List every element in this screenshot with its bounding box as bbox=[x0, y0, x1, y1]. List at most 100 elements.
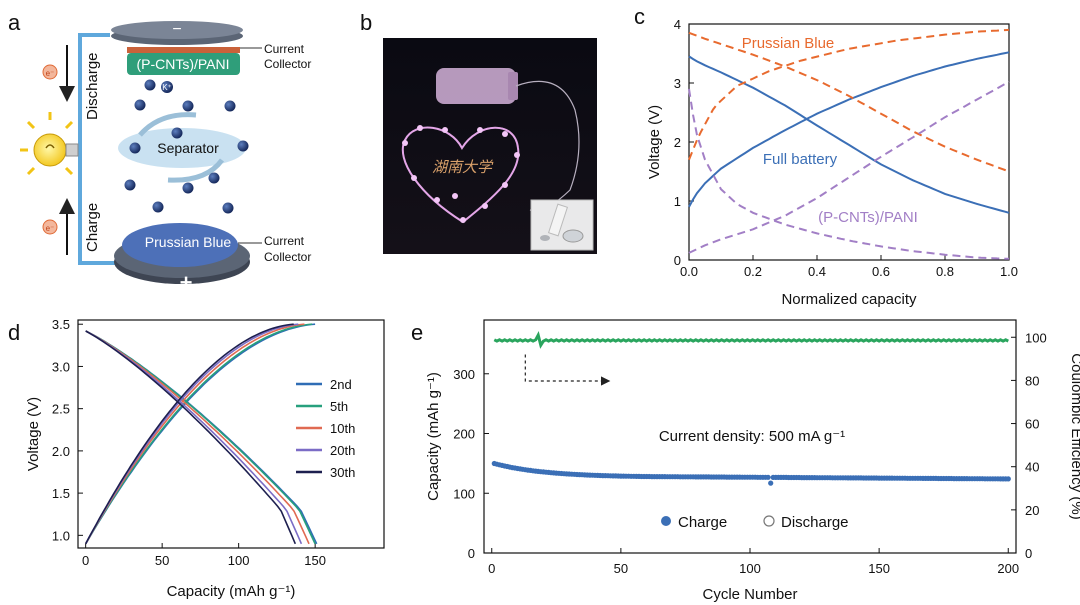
prussian-blue-electrode bbox=[122, 223, 238, 267]
y-tick-label: 100 bbox=[453, 486, 475, 501]
y2-tick-label: 0 bbox=[1025, 546, 1032, 561]
ce-line bbox=[493, 330, 1009, 349]
x-axis-label: Capacity (mAh g⁻¹) bbox=[167, 583, 296, 600]
y-tick-label: 1 bbox=[674, 194, 681, 209]
y-axis-label: Voltage (V) bbox=[646, 105, 663, 179]
series-label: Full battery bbox=[763, 151, 838, 168]
legend-label: 5th bbox=[330, 399, 348, 414]
x-tick-label: 0.6 bbox=[872, 264, 890, 279]
x-tick-label: 100 bbox=[228, 553, 250, 568]
charge-point bbox=[1005, 476, 1011, 482]
y-tick-label: 3 bbox=[674, 76, 681, 91]
x-axis-label: Normalized capacity bbox=[781, 291, 917, 308]
electron-icon: e⁻ bbox=[42, 219, 58, 235]
y2-tick-label: 80 bbox=[1025, 373, 1039, 388]
panel-c-label: c bbox=[634, 4, 645, 29]
series-line bbox=[688, 51, 1010, 208]
light-bulb-icon bbox=[20, 112, 79, 176]
charge-label: Charge bbox=[84, 203, 101, 252]
x-tick-label: 200 bbox=[997, 561, 1019, 576]
panel-d: d 0 50 100 150 1.0 1.5 2.0 2.5 3.0 3.5 Capacity (m… bbox=[8, 317, 385, 600]
k-ions bbox=[124, 79, 249, 214]
panel-e: e 0 50 100 150 200 0 100 200 300 0 20 40 60 80 100 Cycl… bbox=[411, 319, 1080, 603]
chart-d: 0 50 100 150 1.0 1.5 2.0 2.5 3.0 3.5 Capacity (mAh… bbox=[25, 317, 385, 600]
current-collector-label-top: Current bbox=[264, 42, 305, 56]
y-tick-label: 2 bbox=[674, 135, 681, 150]
x-tick-label: 150 bbox=[304, 553, 326, 568]
svg-text:e⁻: e⁻ bbox=[46, 69, 55, 78]
minus-sign: − bbox=[172, 21, 181, 38]
legend-charge-marker bbox=[661, 516, 671, 526]
prussian-blue-label: Prussian Blue bbox=[145, 234, 232, 250]
panel-b: b 湖南大学 bbox=[360, 10, 597, 254]
panel-a-label: a bbox=[8, 10, 21, 35]
chart-c: 0.0 0.2 0.4 0.6 0.8 1.0 0 1 2 3 4 Normalized capaci… bbox=[646, 17, 1018, 308]
led-heart bbox=[401, 126, 520, 224]
charge-curve bbox=[84, 323, 294, 545]
panel-d-label: d bbox=[8, 320, 20, 345]
legend-label: 2nd bbox=[330, 377, 352, 392]
x-tick-label: 0.2 bbox=[744, 264, 762, 279]
x-tick-label: 50 bbox=[155, 553, 169, 568]
y2-axis-label: Coulombic Efficiency (%) bbox=[1068, 353, 1080, 519]
current-collector-label-bottom: Collector bbox=[264, 250, 311, 264]
panel-e-label: e bbox=[411, 320, 423, 345]
y-tick-label: 1.0 bbox=[52, 528, 70, 543]
discharge-curve bbox=[85, 330, 297, 545]
current-collector-label-top: Collector bbox=[264, 57, 311, 71]
svg-text:e⁻: e⁻ bbox=[46, 224, 55, 233]
charge-curve bbox=[84, 323, 299, 545]
discharge-label: Discharge bbox=[84, 52, 101, 120]
k-ion-label: K⁺ bbox=[162, 83, 172, 92]
pani-electrode bbox=[127, 53, 240, 75]
current-density-label: Current density: 500 mA g⁻¹ bbox=[659, 428, 845, 445]
separator bbox=[118, 128, 246, 168]
legend-label: 30th bbox=[330, 465, 355, 480]
y-tick-label: 1.5 bbox=[52, 486, 70, 501]
y2-tick-label: 20 bbox=[1025, 503, 1039, 518]
panel-b-label: b bbox=[360, 10, 372, 35]
series-line bbox=[688, 28, 1010, 161]
panel-a: a e⁻ e⁻ Discharge Charge bbox=[8, 10, 311, 295]
y-tick-label: 3.5 bbox=[52, 317, 70, 332]
y2-tick-label: 40 bbox=[1025, 460, 1039, 475]
separator-label: Separator bbox=[157, 140, 219, 156]
x-tick-label: 150 bbox=[868, 561, 890, 576]
y-tick-label: 2.5 bbox=[52, 402, 70, 417]
legend-label: 20th bbox=[330, 443, 355, 458]
x-tick-label: 1.0 bbox=[1000, 264, 1018, 279]
y-axis-label: Voltage (V) bbox=[25, 397, 42, 471]
discharge-curve bbox=[85, 330, 303, 545]
charge-point bbox=[765, 474, 771, 480]
x-tick-label: 100 bbox=[739, 561, 761, 576]
pani-label: (P-CNTs)/PANI bbox=[136, 56, 229, 72]
legend-discharge-marker bbox=[763, 515, 775, 527]
axis-arrow bbox=[524, 354, 611, 386]
circuit-wire bbox=[78, 33, 118, 265]
x-axis-label: Cycle Number bbox=[702, 586, 797, 603]
handwriting: 湖南大学 bbox=[432, 158, 494, 176]
current-collector-label-bottom: Current bbox=[264, 234, 305, 248]
series-label: (P-CNTs)/PANI bbox=[818, 209, 918, 226]
x-tick-label: 0.8 bbox=[936, 264, 954, 279]
series-line bbox=[688, 55, 1010, 214]
y-tick-label: 2.0 bbox=[52, 444, 70, 459]
y-tick-label: 4 bbox=[674, 17, 681, 32]
series-line bbox=[688, 88, 1010, 260]
y-tick-label: 3.0 bbox=[52, 359, 70, 374]
series-line bbox=[688, 31, 1010, 173]
y2-tick-label: 60 bbox=[1025, 417, 1039, 432]
y-tick-label: 200 bbox=[453, 427, 475, 442]
plot-frame bbox=[77, 319, 385, 549]
plus-sign: + bbox=[180, 270, 193, 295]
x-tick-label: 50 bbox=[614, 561, 628, 576]
y2-tick-label: 100 bbox=[1025, 330, 1047, 345]
discharge-curve bbox=[85, 330, 310, 545]
charge-point bbox=[768, 480, 774, 486]
charge-curve bbox=[85, 323, 305, 545]
series-label: Prussian Blue bbox=[742, 35, 835, 52]
y-tick-label: 0 bbox=[674, 253, 681, 268]
y-tick-label: 300 bbox=[453, 367, 475, 382]
